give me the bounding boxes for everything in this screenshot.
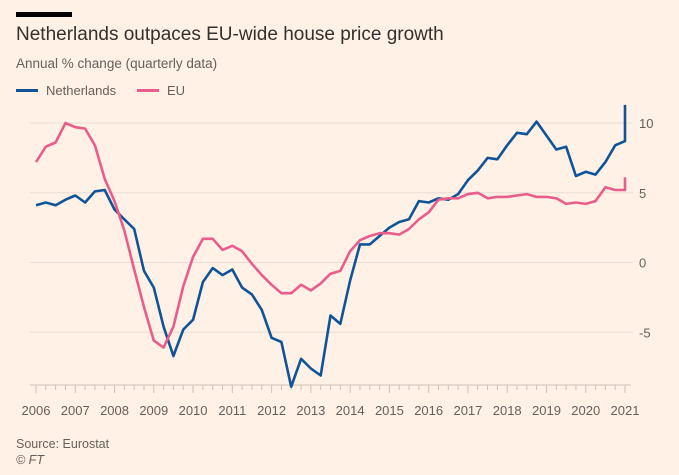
y-tick-label: 5 <box>639 186 646 201</box>
legend-label-eu: EU <box>167 83 186 98</box>
x-tick-label: 2017 <box>453 403 482 418</box>
x-tick-label: 2018 <box>493 403 522 418</box>
x-tick-label: 2014 <box>336 403 365 418</box>
ft-header-bar <box>16 12 72 17</box>
x-tick-label: 2011 <box>218 403 246 418</box>
x-tick-label: 2010 <box>179 403 208 418</box>
legend-label-netherlands: Netherlands <box>46 83 117 98</box>
ft-credit: © FT <box>16 453 44 467</box>
x-tick-label: 2006 <box>22 403 51 418</box>
series-line-netherlands <box>35 104 627 389</box>
source-note: Source: Eurostat <box>16 437 110 451</box>
legend-swatch-eu <box>137 89 159 92</box>
x-tick-label: 2012 <box>257 403 286 418</box>
x-tick-label: 2021 <box>611 403 640 418</box>
y-tick-label: -5 <box>639 325 651 340</box>
x-tick-label: 2016 <box>414 403 443 418</box>
x-tick-label: 2007 <box>61 403 90 418</box>
chart-subtitle: Annual % change (quarterly data) <box>16 56 218 71</box>
legend-item-netherlands: Netherlands <box>16 83 116 98</box>
x-tick-label: 2009 <box>139 403 168 418</box>
chart-title: Netherlands outpaces EU-wide house price… <box>16 24 444 45</box>
series-line-eu <box>34 121 627 349</box>
legend-swatch-netherlands <box>16 89 38 92</box>
y-tick-label: 0 <box>639 256 646 271</box>
x-tick-label: 2020 <box>571 403 600 418</box>
legend-item-eu: EU <box>137 83 185 98</box>
x-tick-label: 2019 <box>532 403 561 418</box>
y-tick-label: 10 <box>639 116 653 131</box>
x-tick-label: 2015 <box>375 403 404 418</box>
x-tick-label: 2008 <box>100 403 129 418</box>
x-tick-label: 2013 <box>296 403 325 418</box>
